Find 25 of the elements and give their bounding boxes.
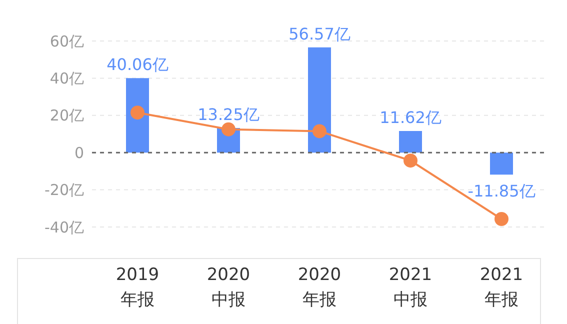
point	[494, 212, 508, 226]
data-label: 40.06亿	[106, 55, 168, 74]
point	[404, 154, 418, 168]
bar	[126, 78, 149, 153]
point	[312, 124, 326, 138]
bar	[399, 130, 422, 153]
x-tick-label: 2021 年报	[480, 265, 524, 310]
data-label: 11.62亿	[380, 108, 442, 127]
y-tick-label: -20亿	[44, 181, 84, 200]
y-tick-label: 40亿	[50, 70, 84, 88]
y-tick-label: 0	[74, 144, 84, 162]
x-tick-label: 2021 中报	[388, 265, 432, 310]
bar	[308, 47, 331, 153]
bar	[490, 152, 513, 175]
x-tick-label: 2020 年报	[298, 265, 342, 310]
y-tick-label: -40亿	[44, 218, 84, 236]
data-label: -11.85亿	[468, 182, 536, 201]
x-tick-label: 2019 年报	[116, 265, 160, 310]
y-tick-label: 20亿	[50, 106, 84, 125]
data-label: 13.25亿	[198, 104, 260, 124]
point	[130, 106, 144, 120]
point	[222, 122, 236, 136]
y-tick-label: 60亿	[50, 32, 84, 50]
data-label: 56.57亿	[288, 24, 350, 44]
x-tick-label: 2020 中报	[206, 265, 250, 310]
